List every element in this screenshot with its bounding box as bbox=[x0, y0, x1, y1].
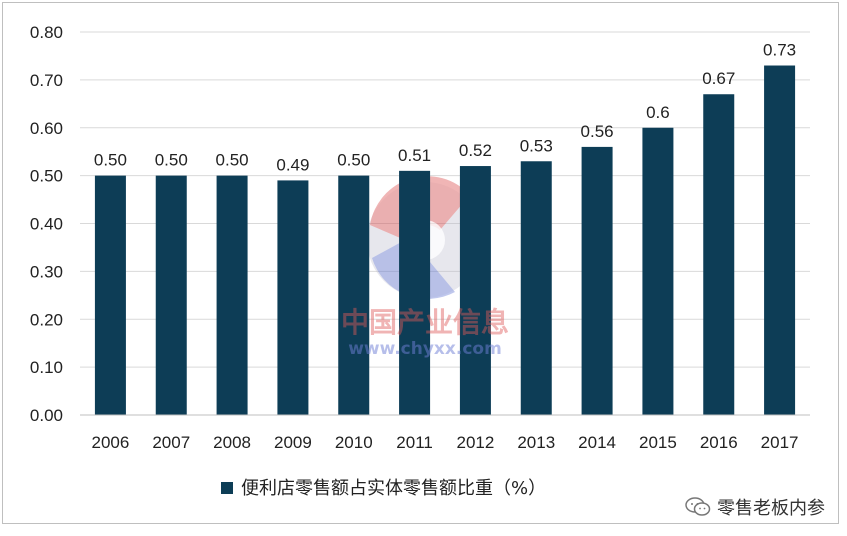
bar bbox=[216, 175, 248, 415]
bar bbox=[338, 175, 370, 415]
bar-data-label: 0.53 bbox=[520, 136, 553, 155]
y-tick-label: 0.40 bbox=[30, 215, 63, 234]
x-tick-label: 2017 bbox=[761, 433, 799, 452]
x-tick-label: 2007 bbox=[152, 433, 190, 452]
bar-data-label: 0.6 bbox=[646, 103, 670, 122]
bar-data-label: 0.50 bbox=[337, 151, 370, 170]
source-tag-text: 零售老板内参 bbox=[717, 498, 825, 519]
x-tick-label: 2016 bbox=[700, 433, 738, 452]
x-tick-label: 2006 bbox=[92, 433, 130, 452]
y-tick-label: 0.80 bbox=[30, 23, 63, 42]
bar-data-label: 0.50 bbox=[155, 151, 188, 170]
bar-data-label: 0.50 bbox=[216, 151, 249, 170]
y-tick-label: 0.70 bbox=[30, 71, 63, 90]
watermark-name: 中国产业信息 bbox=[341, 306, 509, 339]
legend: 便利店零售额占实体零售额比重（%） bbox=[221, 478, 546, 499]
x-tick-label: 2012 bbox=[457, 433, 495, 452]
bar bbox=[764, 65, 796, 415]
bar-data-label: 0.49 bbox=[276, 155, 309, 174]
x-tick-label: 2009 bbox=[274, 433, 312, 452]
data-labels: 0.50 0.50 0.50 0.49 0.50 0.51 0.52 0.53 0.56 0.6 0… bbox=[94, 41, 796, 175]
bar-data-label: 0.50 bbox=[94, 151, 127, 170]
bar bbox=[703, 94, 735, 416]
x-tick-label: 2013 bbox=[517, 433, 555, 452]
y-axis-ticks: 0.00 0.10 0.20 0.30 0.40 0.50 0.60 0.70 0.80 bbox=[30, 23, 63, 425]
bar bbox=[155, 175, 187, 415]
bars bbox=[94, 65, 796, 416]
x-tick-label: 2008 bbox=[213, 433, 251, 452]
legend-label: 便利店零售额占实体零售额比重（%） bbox=[241, 478, 546, 499]
legend-swatch bbox=[221, 482, 233, 494]
x-tick-label: 2015 bbox=[639, 433, 677, 452]
y-tick-label: 0.20 bbox=[30, 310, 63, 329]
watermark-url: www.chyxx.com bbox=[348, 339, 502, 359]
x-tick-label: 2010 bbox=[335, 433, 373, 452]
bar bbox=[399, 170, 431, 415]
y-tick-label: 0.60 bbox=[30, 119, 63, 138]
bar bbox=[94, 175, 126, 415]
wechat-icon bbox=[685, 497, 711, 516]
gridlines bbox=[80, 31, 810, 368]
bar bbox=[581, 146, 613, 415]
x-tick-label: 2014 bbox=[578, 433, 616, 452]
bar bbox=[277, 180, 309, 415]
bar-data-label: 0.51 bbox=[398, 146, 431, 165]
y-tick-label: 0.50 bbox=[30, 167, 63, 186]
bar bbox=[520, 161, 552, 415]
bar-data-label: 0.67 bbox=[702, 69, 735, 88]
y-tick-label: 0.30 bbox=[30, 262, 63, 281]
x-axis-ticks: 2006 2007 2008 2009 2010 2011 2012 2013 2014 2015… bbox=[92, 433, 799, 452]
bar-data-label: 0.52 bbox=[459, 141, 492, 160]
bar bbox=[459, 166, 491, 415]
source-tag: 零售老板内参 bbox=[685, 494, 825, 520]
bar bbox=[642, 127, 674, 415]
x-tick-label: 2011 bbox=[396, 433, 433, 452]
y-tick-label: 0.10 bbox=[30, 358, 63, 377]
bar-data-label: 0.73 bbox=[763, 41, 796, 60]
bar-data-label: 0.56 bbox=[581, 122, 614, 141]
y-tick-label: 0.00 bbox=[30, 406, 63, 425]
